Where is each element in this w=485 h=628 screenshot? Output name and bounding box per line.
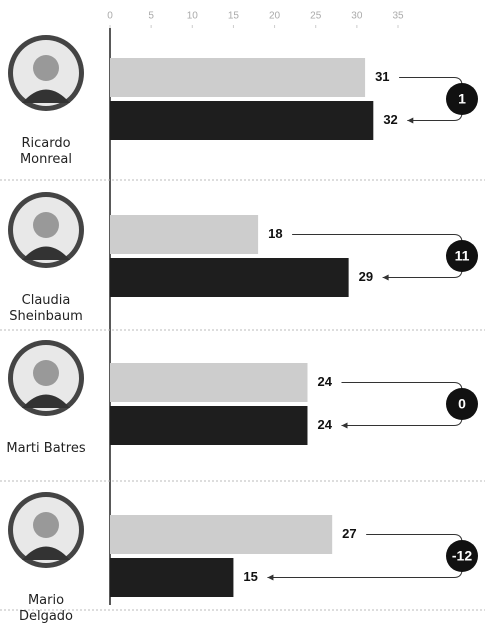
value-label: 15 bbox=[243, 569, 257, 584]
arrow-head bbox=[341, 423, 347, 429]
value-label: 32 bbox=[383, 112, 397, 127]
bar bbox=[110, 363, 307, 402]
value-label: 29 bbox=[359, 269, 373, 284]
photo-face bbox=[33, 212, 59, 238]
value-label: 24 bbox=[317, 374, 332, 389]
bar bbox=[110, 558, 233, 597]
value-label: 31 bbox=[375, 69, 389, 84]
x-tick-label: 25 bbox=[310, 11, 322, 22]
x-tick-label: 20 bbox=[269, 11, 281, 22]
change-label: -12 bbox=[452, 548, 472, 564]
bar bbox=[110, 258, 349, 297]
photo-face bbox=[33, 512, 59, 538]
category-label: Marti Batres bbox=[6, 441, 86, 457]
x-tick-label: 30 bbox=[351, 11, 363, 22]
x-tick-label: 5 bbox=[148, 11, 154, 22]
photo-face bbox=[33, 360, 59, 386]
bar bbox=[110, 215, 258, 254]
chart: 0 5 10 15 20 25 30 35 31 32 1 18 29 11 24 24 0 27 15 -12 Ri… bbox=[0, 0, 485, 628]
value-label: 24 bbox=[317, 417, 332, 432]
category-label: Ricardo Monreal bbox=[6, 136, 86, 168]
x-tick-label: 15 bbox=[228, 11, 240, 22]
x-tick-label: 35 bbox=[392, 11, 404, 22]
value-label: 18 bbox=[268, 226, 282, 241]
change-label: 1 bbox=[458, 91, 466, 107]
arrow-head bbox=[267, 575, 273, 581]
bar bbox=[110, 58, 365, 97]
change-label: 11 bbox=[455, 248, 470, 264]
category-label: Claudia Sheinbaum bbox=[6, 293, 86, 325]
x-tick-label: 0 bbox=[107, 11, 113, 22]
arrow-head bbox=[383, 275, 389, 281]
category-label: Mario Delgado bbox=[6, 593, 86, 625]
arrow-head bbox=[407, 118, 413, 124]
x-tick-label: 10 bbox=[187, 11, 199, 22]
change-label: 0 bbox=[458, 396, 466, 412]
connector bbox=[341, 383, 462, 426]
photo-face bbox=[33, 55, 59, 81]
bar bbox=[110, 515, 332, 554]
bar bbox=[110, 101, 373, 140]
bar bbox=[110, 406, 307, 445]
value-label: 27 bbox=[342, 526, 356, 541]
